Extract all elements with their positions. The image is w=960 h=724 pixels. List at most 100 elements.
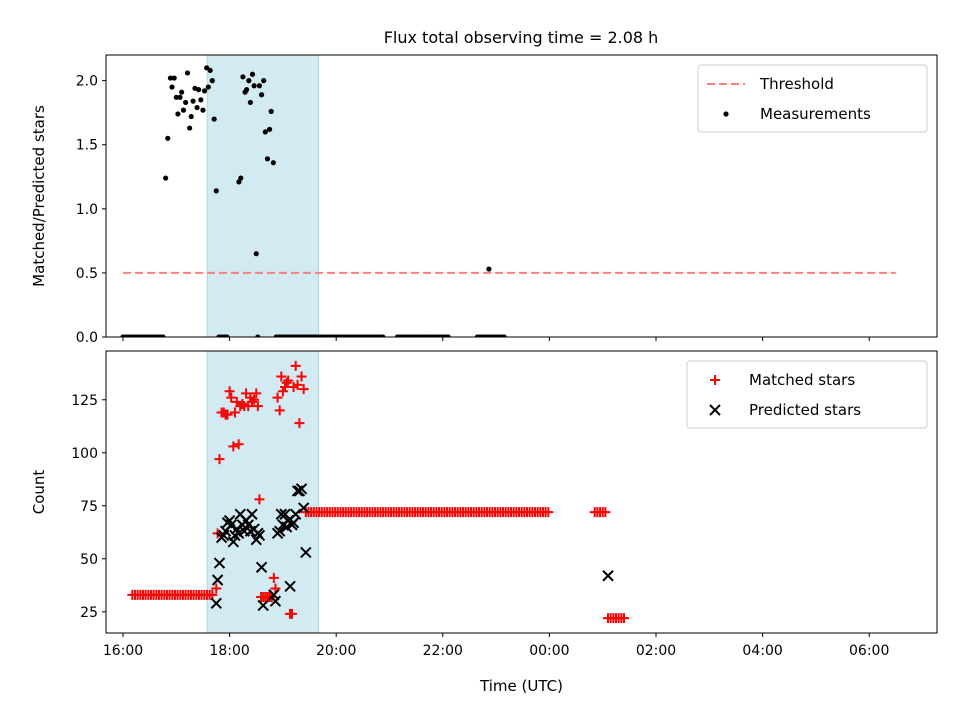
predicted-stars-point xyxy=(289,508,302,520)
matched-stars-point xyxy=(226,392,237,403)
measurements-point xyxy=(255,334,261,337)
predicted-stars-point xyxy=(297,502,310,514)
x-axis-label: Time (UTC) xyxy=(479,677,563,695)
matched-stars-point xyxy=(246,396,257,407)
measurements-point xyxy=(163,175,169,181)
measurements-point xyxy=(253,251,259,257)
predicted-stars-point xyxy=(253,529,266,542)
predicted-stars-point xyxy=(213,557,226,569)
x-tick-label: 04:00 xyxy=(742,643,782,659)
measurements-point xyxy=(211,116,217,122)
y-tick-label: 0.0 xyxy=(76,330,98,346)
measurements-point xyxy=(247,99,253,106)
measurements-point xyxy=(188,113,194,120)
measurements-point xyxy=(198,97,204,103)
matched-stars-point xyxy=(292,379,303,390)
predicted-stars-point xyxy=(602,570,614,582)
measurements-point xyxy=(238,175,244,181)
measurements-point xyxy=(249,71,256,77)
measurements-point xyxy=(380,334,386,337)
observing-window-band xyxy=(206,350,320,634)
measurements-point xyxy=(240,74,246,80)
measurements-point xyxy=(445,334,451,337)
matched-stars-point xyxy=(276,371,287,382)
measurements-point xyxy=(236,179,242,185)
matched-stars-point xyxy=(286,608,297,619)
measurements-point xyxy=(268,108,274,114)
matched-stars-point xyxy=(296,371,307,382)
legend-label: Matched stars xyxy=(749,371,855,389)
y-tick-label: 1.0 xyxy=(76,202,98,218)
measurements-point xyxy=(251,83,257,89)
matched-stars-point xyxy=(619,613,630,624)
measurements-point xyxy=(187,125,193,131)
legend: Matched stars Predicted stars xyxy=(686,360,928,429)
axes-frame xyxy=(105,350,938,634)
y-tick-label: 1.5 xyxy=(76,138,98,154)
legend-swatch-point xyxy=(723,111,729,117)
matched-stars-point xyxy=(270,583,281,594)
legend-label: Measurements xyxy=(760,105,871,123)
panel-ratio: 0.0 0.5 1.0 1.5 2.0 Matched/Predicted stars Th… xyxy=(30,54,938,346)
chart-title: Flux total observing time = 2.08 h xyxy=(384,28,659,47)
measurements-point xyxy=(266,126,273,132)
matched-stars-point xyxy=(249,394,260,405)
measurements-point xyxy=(486,266,492,272)
predicted-stars-point xyxy=(273,525,286,537)
measurements-point xyxy=(173,94,179,100)
matched-stars-point xyxy=(211,583,222,594)
matched-stars-point xyxy=(237,399,248,410)
measurements-point xyxy=(165,135,171,141)
measurements-point xyxy=(196,87,202,93)
measurements-point xyxy=(177,94,183,100)
plot-area xyxy=(120,65,896,337)
measurements-point xyxy=(270,160,276,166)
predicted-stars-point xyxy=(279,508,291,520)
measurements-point xyxy=(175,111,181,117)
matched-stars-point xyxy=(290,360,301,371)
y-tick-label: 75 xyxy=(80,499,98,515)
panel-count: 25 50 75 100 125 16:00 18:00 20:00 22:00 00:00 02:… xyxy=(30,350,938,695)
y-axis-label: Matched/Predicted stars xyxy=(30,105,48,287)
plot-area xyxy=(127,360,630,624)
matched-stars-point xyxy=(228,441,239,452)
predicted-stars-point xyxy=(300,546,312,559)
matched-stars-point xyxy=(268,572,279,583)
measurements-point xyxy=(262,129,268,135)
legend-label: Predicted stars xyxy=(749,401,861,419)
x-tick-label: 02:00 xyxy=(636,643,676,659)
measurements-point xyxy=(244,87,250,93)
measurements-point xyxy=(200,107,206,113)
measurements-point xyxy=(190,98,196,104)
measurements-point xyxy=(180,107,187,113)
y-tick-label: 0.5 xyxy=(76,266,98,282)
measurements-point xyxy=(224,334,230,337)
matched-stars-point xyxy=(233,439,244,450)
matched-stars-point xyxy=(283,375,294,386)
predicted-stars-point xyxy=(257,599,269,612)
predicted-stars-point xyxy=(255,561,268,573)
matched-stars-point xyxy=(254,494,265,505)
legend-label: Threshold xyxy=(759,75,834,93)
measurements-point xyxy=(256,83,263,89)
predicted-stars-point xyxy=(287,517,300,529)
matched-stars-point xyxy=(229,407,240,418)
predicted-stars-point xyxy=(284,580,296,593)
measurements-point xyxy=(184,70,191,76)
predicted-stars-point xyxy=(246,508,258,520)
legend-swatch-point xyxy=(709,404,721,416)
matched-stars-point xyxy=(222,409,233,420)
matched-stars-point xyxy=(214,454,225,465)
measurements-point xyxy=(501,334,507,337)
measurements-point xyxy=(258,92,265,98)
measurements-point xyxy=(167,75,174,81)
measurements-point xyxy=(246,78,252,84)
matched-stars-point xyxy=(294,418,305,429)
matched-stars-point xyxy=(224,386,235,397)
matched-stars-point xyxy=(543,507,554,518)
x-tick-label: 18:00 xyxy=(209,643,249,659)
matched-stars-point xyxy=(600,507,611,518)
y-tick-label: 25 xyxy=(80,605,98,621)
y-tick-label: 125 xyxy=(71,393,98,409)
